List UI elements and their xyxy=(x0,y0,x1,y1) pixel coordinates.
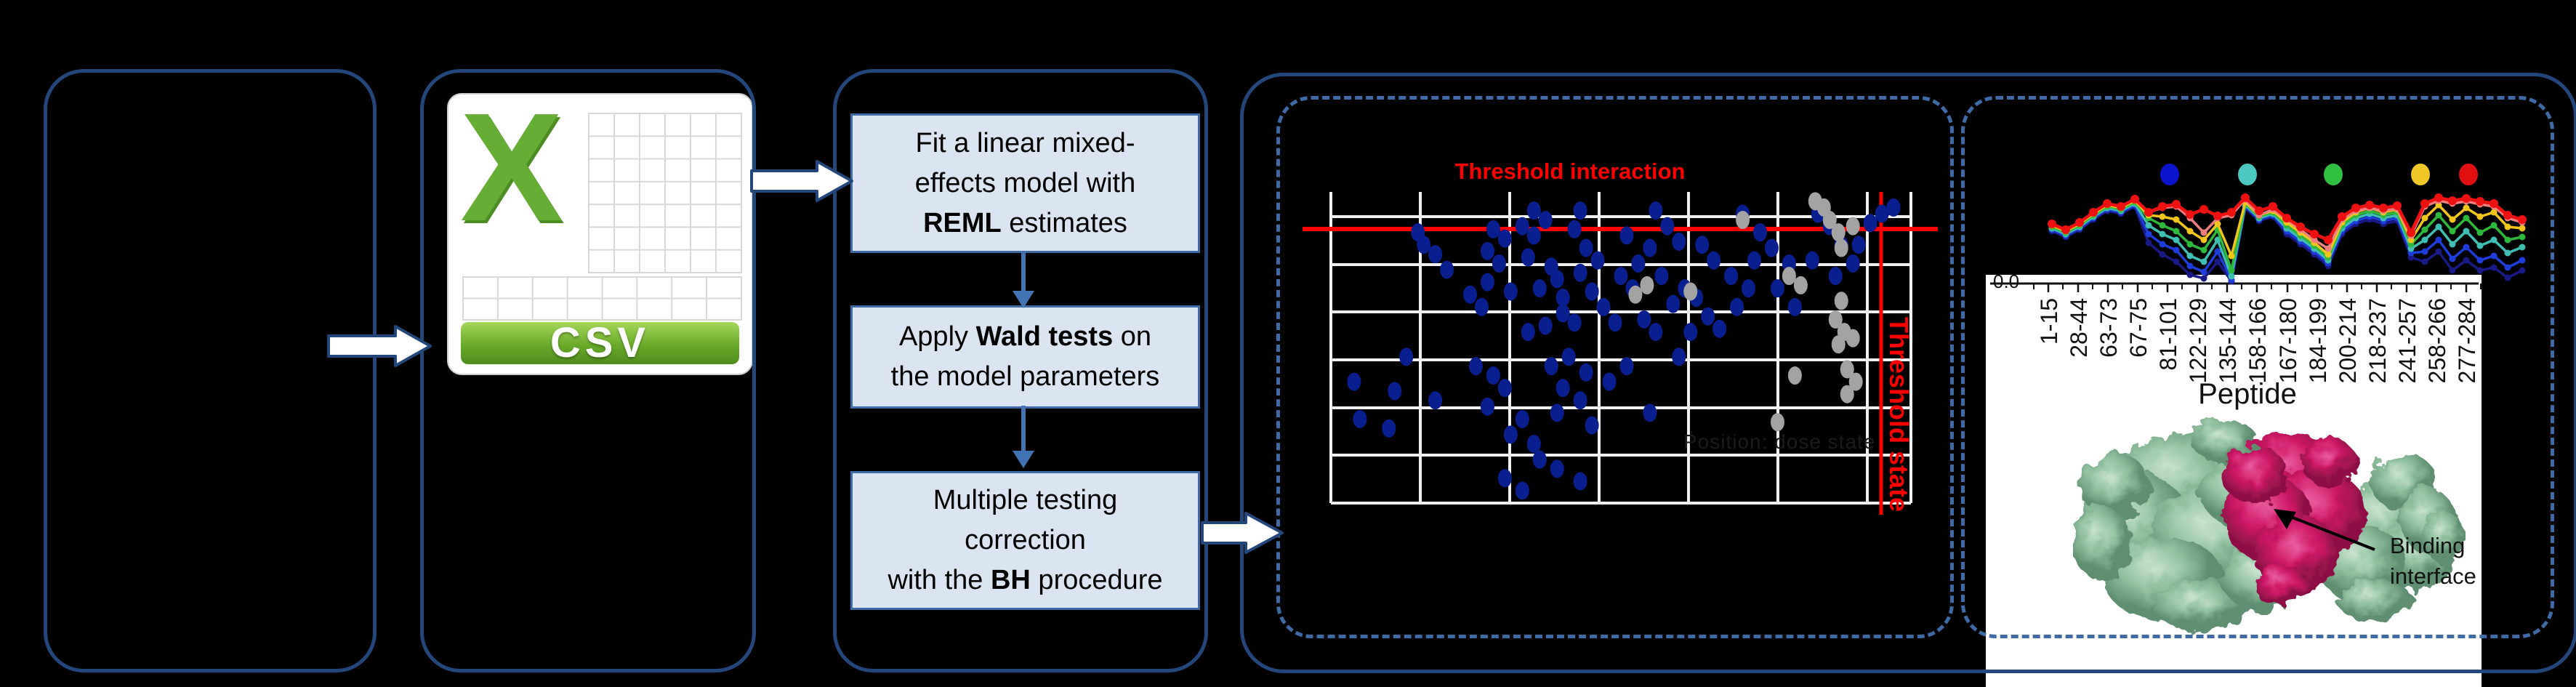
protein-structure-image xyxy=(2073,420,2464,630)
flow-box-bh: Multiple testing correction with the BH pr… xyxy=(850,471,1200,610)
panel-results-outer xyxy=(1240,73,2576,673)
x-axis-title: Peptide xyxy=(2198,378,2297,410)
spreadsheet-grid-icon xyxy=(587,112,743,273)
binding-interface-annotation: Binding interface xyxy=(2390,531,2482,592)
peptide-figure: 0.0 1-15 28-44 63-73 67-75 81-101 122-129 135-… xyxy=(1986,275,2482,687)
panel-scatter-dashed xyxy=(1276,96,1954,638)
panel-raw-data xyxy=(44,69,377,672)
binding-interface-arrow xyxy=(2274,509,2375,551)
csv-banner-label: CSV xyxy=(550,319,651,367)
csv-file-icon: X CSV xyxy=(447,81,753,375)
flow-box-reml: Fit a linear mixed-effects model with REM… xyxy=(850,113,1200,253)
threshold-interaction-label: Threshold interaction xyxy=(1454,158,1686,184)
panel-csv-export xyxy=(420,69,756,672)
threshold-state-label: Threshold state xyxy=(1884,317,1914,513)
flow-box-wald: Apply Wald tests on the model parameters xyxy=(850,305,1200,409)
ghost-annotation: Position: dose state xyxy=(1683,430,1876,453)
protein-green-right xyxy=(2317,453,2464,621)
protein-green-left xyxy=(2073,420,2306,630)
spreadsheet-grid-strip-icon xyxy=(462,276,743,321)
binding-line1: Binding xyxy=(2390,533,2466,558)
panel-profile-dashed xyxy=(1961,96,2554,638)
csv-banner: CSV xyxy=(460,319,740,366)
binding-line2: interface xyxy=(2390,563,2476,589)
panel-statistics xyxy=(833,69,1208,672)
excel-x-glyph: X xyxy=(460,81,563,253)
